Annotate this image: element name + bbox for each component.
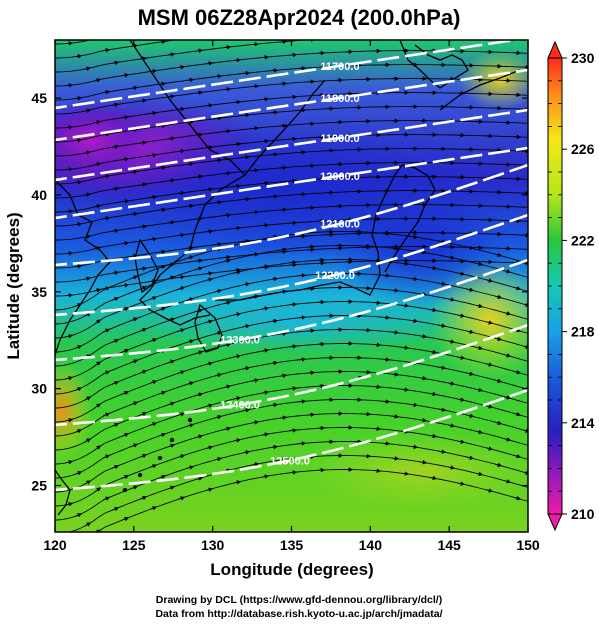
colorbar-label: 218 [571, 324, 595, 340]
contour-label: 12300.0 [220, 335, 260, 347]
contour-label: 12100.0 [320, 219, 360, 231]
contour-line [55, 108, 528, 182]
contour-line [55, 68, 528, 142]
y-tick-label: 40 [31, 187, 47, 203]
contour-label: 11900.0 [320, 133, 359, 145]
x-tick-label: 130 [201, 537, 225, 553]
y-tick-label: 25 [31, 478, 47, 494]
wind-streamlines [55, 40, 528, 532]
colorbar-label: 222 [571, 232, 595, 248]
x-tick-label: 120 [43, 537, 67, 553]
y-axis-title: Latitude (degrees) [4, 212, 23, 359]
credit-drawing: Drawing by DCL (https://www.gfd-dennou.o… [156, 594, 442, 606]
contour-line [55, 146, 528, 220]
credit-data-source: Data from http://database.rish.kyoto-u.a… [155, 608, 442, 620]
x-tick-label: 150 [516, 537, 540, 553]
chart-title: MSM 06Z28Apr2024 (200.0hPa) [138, 5, 461, 30]
y-tick-label: 45 [31, 90, 47, 106]
contour-line [55, 40, 524, 110]
colorbar: 230 226 222 218 214 210 [547, 40, 595, 532]
x-tick-label: 125 [122, 537, 146, 553]
contour-label: 12400.0 [220, 400, 260, 412]
x-tick-label: 140 [359, 537, 383, 553]
colorbar-min-arrow [547, 513, 563, 532]
y-tick-label: 35 [31, 284, 47, 300]
x-axis-title: Longitude (degrees) [210, 560, 373, 579]
contour-label: 12200.0 [315, 270, 355, 282]
colorbar-max-arrow [547, 40, 563, 59]
colorbar-label: 214 [571, 415, 595, 431]
contour-label: 11800.0 [320, 93, 359, 105]
x-tick-label: 135 [280, 537, 304, 553]
colorbar-label: 210 [571, 506, 595, 522]
contour-label: 12000.0 [320, 171, 360, 183]
colorbar-label: 230 [571, 50, 595, 66]
y-tick-label: 30 [31, 381, 47, 397]
contour-label: 11700.0 [320, 61, 359, 73]
x-tick-label: 145 [437, 537, 461, 553]
y-axis: 25 30 35 40 45 [31, 90, 528, 494]
colorbar-label: 226 [571, 141, 595, 157]
contour-label: 12500.0 [270, 455, 310, 467]
x-axis: 120 125 130 135 140 145 150 [43, 40, 540, 553]
height-contours: 11700.0 11800.0 11900.0 12000.0 12100.0 12200… [55, 40, 528, 492]
